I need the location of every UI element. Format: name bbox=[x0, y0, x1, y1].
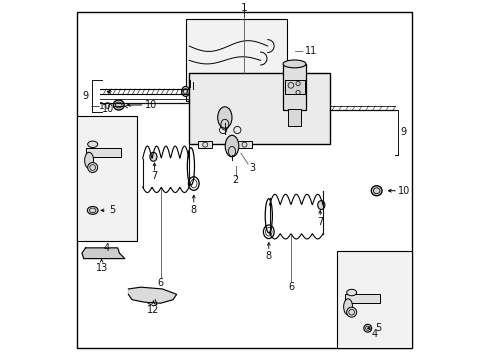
Text: 5: 5 bbox=[375, 323, 381, 333]
Text: 10: 10 bbox=[144, 100, 157, 110]
Text: 2: 2 bbox=[232, 175, 238, 185]
Text: 6: 6 bbox=[157, 278, 163, 288]
Ellipse shape bbox=[87, 206, 98, 214]
Text: 4: 4 bbox=[371, 329, 377, 339]
Text: 12: 12 bbox=[147, 305, 159, 315]
Ellipse shape bbox=[149, 152, 157, 161]
Text: 7: 7 bbox=[316, 217, 323, 227]
Text: 7: 7 bbox=[151, 171, 157, 181]
Circle shape bbox=[87, 162, 98, 172]
Bar bbox=[85, 148, 121, 157]
Bar bbox=[198, 141, 212, 148]
Polygon shape bbox=[82, 248, 124, 258]
Ellipse shape bbox=[225, 135, 238, 157]
Bar bbox=[287, 109, 300, 126]
Polygon shape bbox=[128, 287, 176, 303]
Bar bbox=[344, 294, 380, 303]
Bar bbox=[337, 251, 411, 348]
Ellipse shape bbox=[346, 289, 356, 296]
Ellipse shape bbox=[181, 86, 189, 96]
Text: 13: 13 bbox=[95, 263, 107, 273]
Text: 1: 1 bbox=[241, 3, 247, 13]
Ellipse shape bbox=[363, 324, 371, 332]
Text: 11: 11 bbox=[304, 46, 316, 57]
Text: 8: 8 bbox=[190, 205, 197, 215]
Ellipse shape bbox=[283, 60, 305, 68]
Ellipse shape bbox=[317, 201, 324, 210]
Text: 5: 5 bbox=[109, 205, 115, 215]
Text: 10: 10 bbox=[398, 186, 410, 196]
Ellipse shape bbox=[217, 107, 231, 128]
Bar bbox=[189, 73, 329, 144]
Bar bbox=[284, 80, 304, 94]
Ellipse shape bbox=[343, 299, 352, 315]
Ellipse shape bbox=[113, 100, 124, 110]
Ellipse shape bbox=[84, 152, 93, 168]
Bar bbox=[283, 64, 305, 111]
Text: 9: 9 bbox=[399, 127, 406, 138]
Text: —10: —10 bbox=[91, 102, 111, 111]
Text: 6: 6 bbox=[287, 282, 293, 292]
Text: 9: 9 bbox=[82, 91, 88, 101]
Text: 10: 10 bbox=[102, 104, 114, 114]
Ellipse shape bbox=[370, 186, 381, 196]
Circle shape bbox=[346, 307, 356, 317]
Text: 8: 8 bbox=[265, 251, 271, 261]
Text: 3: 3 bbox=[249, 162, 255, 172]
Text: 4: 4 bbox=[103, 243, 110, 253]
Ellipse shape bbox=[87, 141, 98, 148]
Bar bbox=[237, 141, 251, 148]
Bar bbox=[185, 19, 287, 102]
Bar bbox=[77, 116, 137, 241]
